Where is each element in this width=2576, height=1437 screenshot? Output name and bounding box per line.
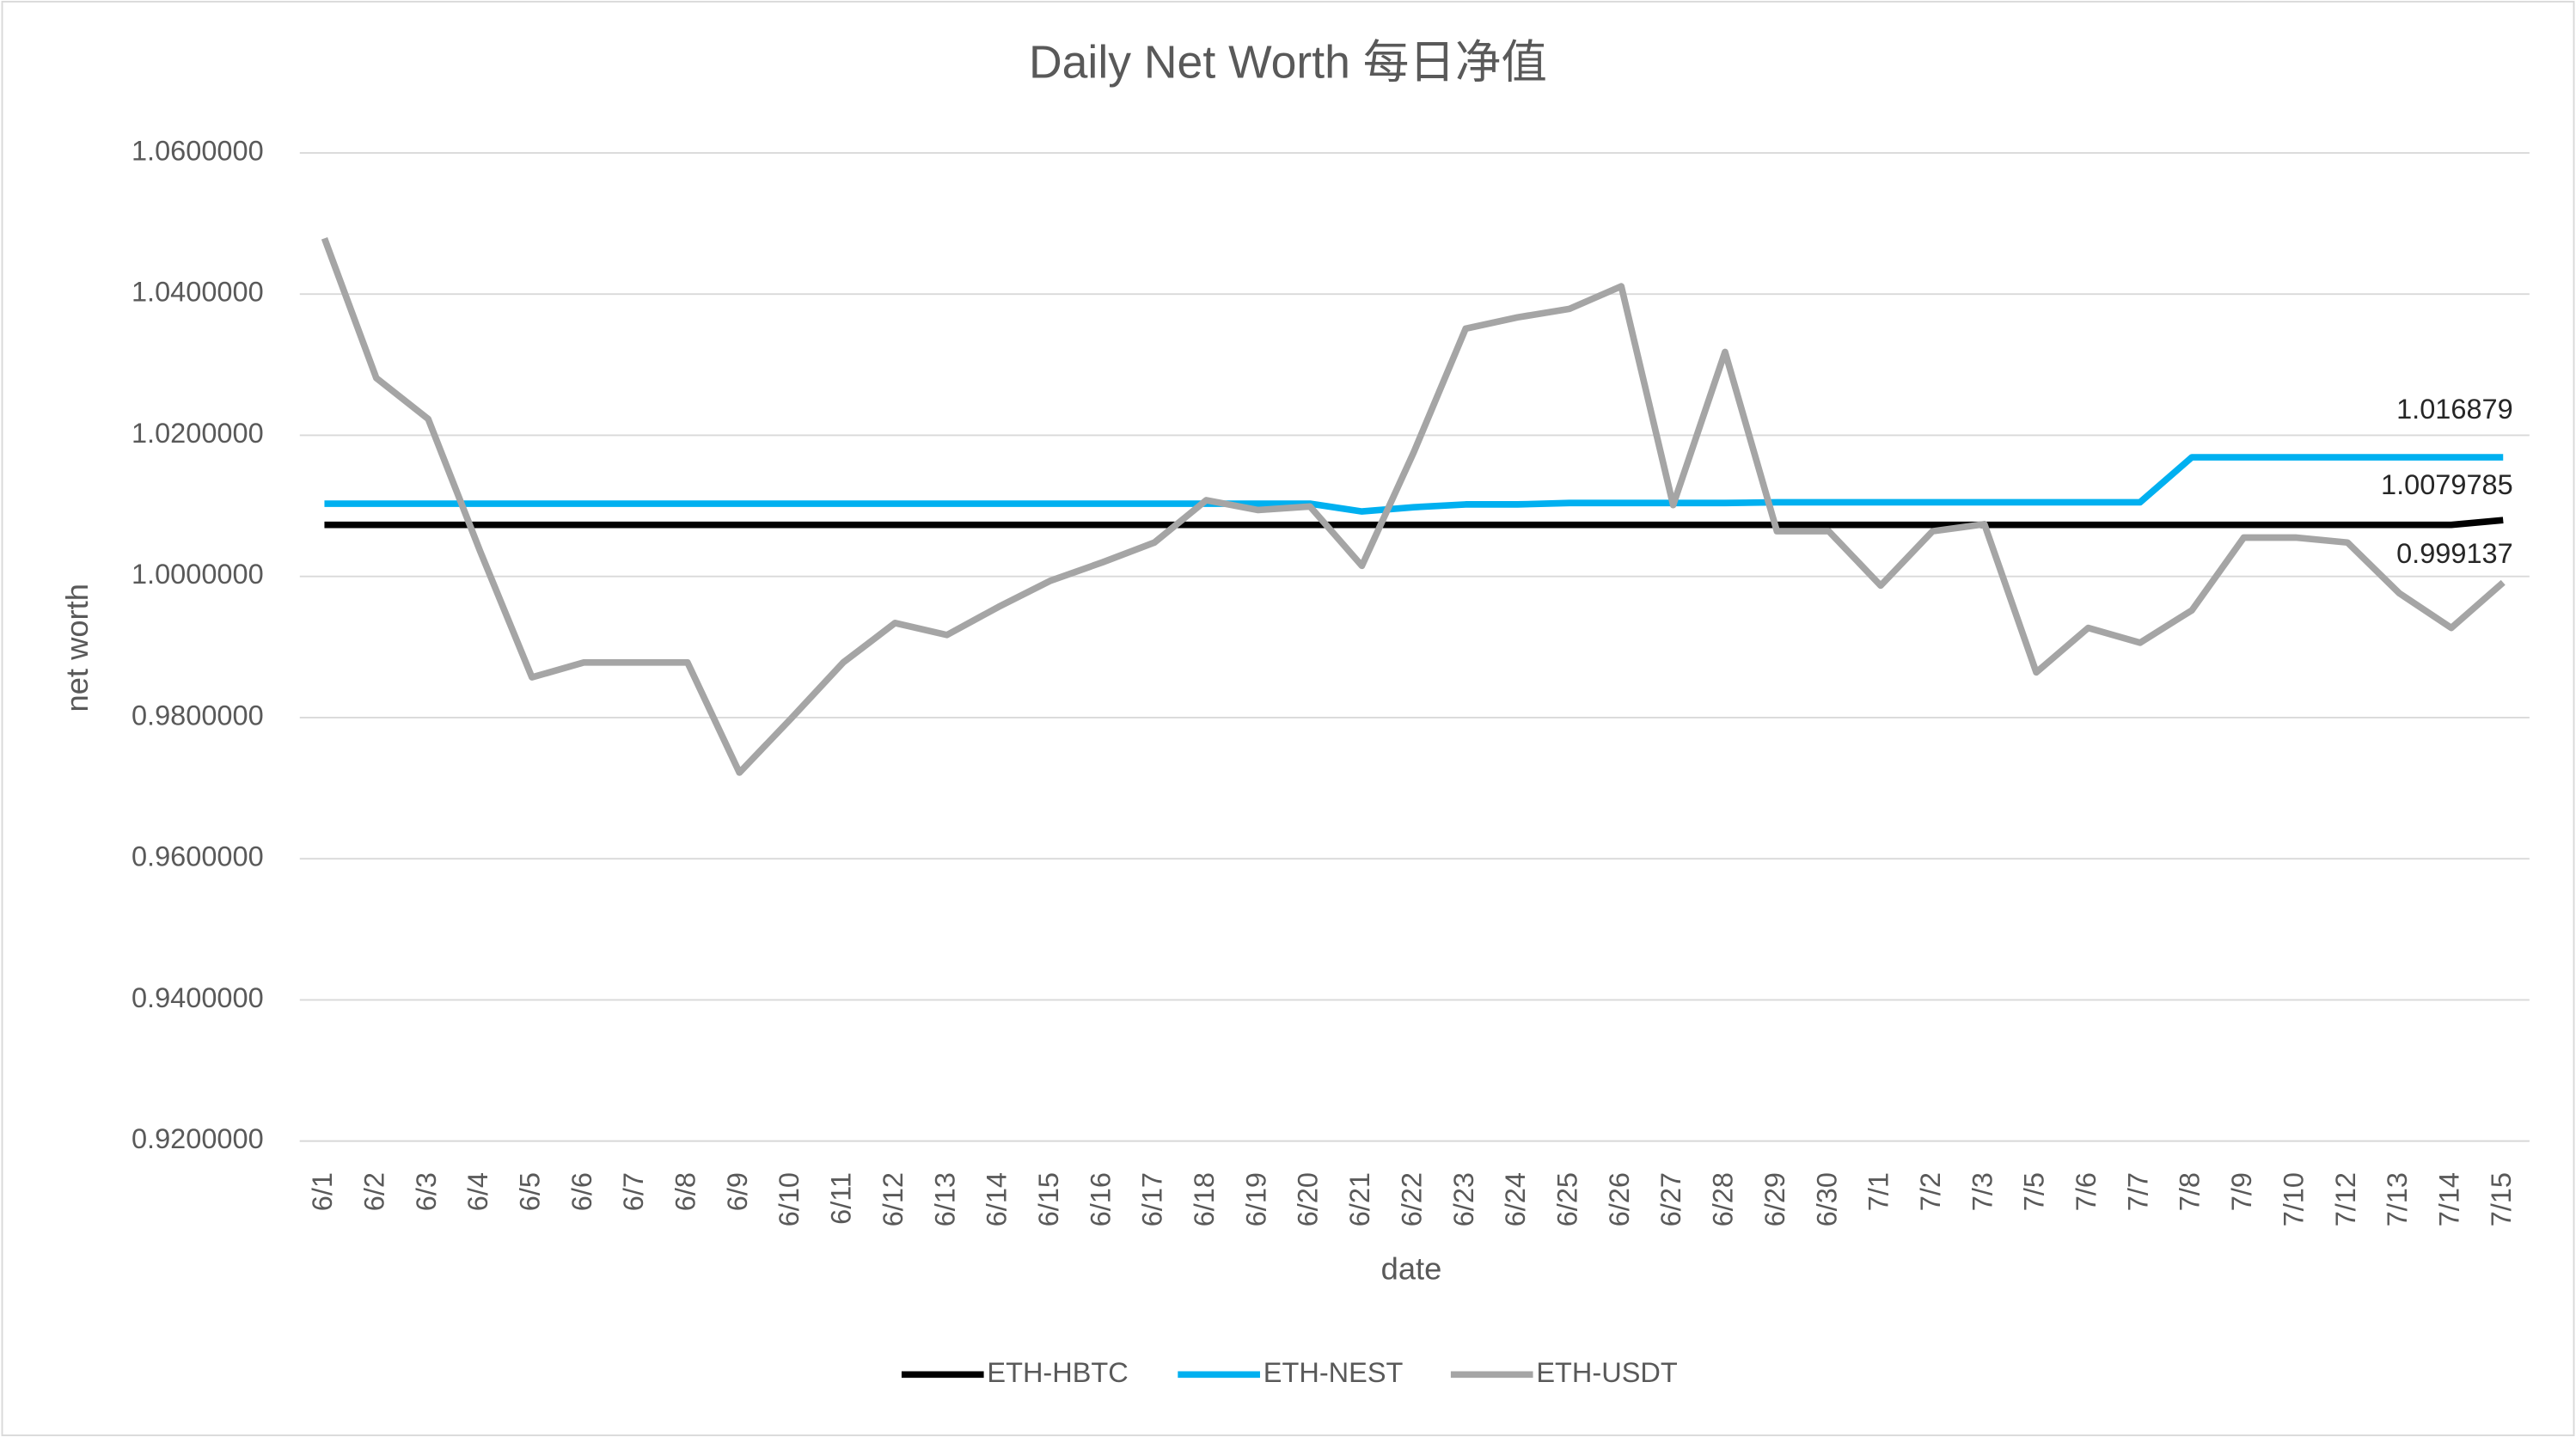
- legend-item: ETH-HBTC: [901, 1357, 1129, 1388]
- x-tick-label: 6/6: [566, 1172, 597, 1211]
- y-tick-label: 1.0200000: [132, 418, 264, 449]
- x-tick-label: 7/14: [2433, 1172, 2464, 1226]
- x-tick-label: 7/6: [2071, 1172, 2102, 1211]
- x-tick-label: 6/19: [1240, 1172, 1271, 1226]
- x-tick-label: 6/8: [670, 1172, 701, 1211]
- chart-title: Daily Net Worth 每日净值: [1029, 38, 1547, 89]
- y-tick-label: 0.9600000: [132, 841, 264, 872]
- x-tick-label: 6/2: [358, 1172, 389, 1211]
- x-tick-label: 6/28: [1708, 1172, 1739, 1226]
- y-tick-label: 0.9200000: [132, 1123, 264, 1154]
- series-line: [321, 236, 2506, 776]
- x-tick-label: 6/11: [826, 1172, 857, 1225]
- x-tick-label: 6/14: [982, 1172, 1013, 1226]
- x-tick-label: 6/30: [1811, 1172, 1842, 1226]
- x-tick-label: 6/27: [1655, 1172, 1686, 1226]
- x-tick-label: 7/8: [2175, 1172, 2206, 1211]
- x-tick-label: 7/2: [1915, 1172, 1946, 1211]
- y-tick-label: 0.9800000: [132, 700, 264, 731]
- x-tick-label: 6/9: [722, 1172, 753, 1211]
- y-tick-label: 0.9400000: [132, 982, 264, 1013]
- x-tick-label: 6/13: [929, 1172, 960, 1226]
- x-tick-label: 6/21: [1344, 1172, 1375, 1226]
- x-tick-label: 7/9: [2226, 1172, 2257, 1211]
- x-tick-label: 6/4: [462, 1172, 493, 1211]
- legend-label: ETH-HBTC: [987, 1357, 1128, 1388]
- y-axis-label: net worth: [59, 584, 95, 712]
- legend-item: ETH-USDT: [1450, 1357, 1678, 1388]
- y-tick-label: 1.0400000: [132, 277, 264, 308]
- x-tick-label: 6/20: [1293, 1172, 1324, 1226]
- x-tick-label: 6/18: [1189, 1172, 1220, 1226]
- x-tick-label: 7/13: [2382, 1172, 2413, 1226]
- x-tick-label: 6/26: [1604, 1172, 1635, 1226]
- x-tick-label: 6/5: [514, 1172, 545, 1211]
- series-line: [324, 454, 2504, 515]
- series-line: [324, 517, 2504, 529]
- x-tick-label: 7/3: [1967, 1172, 1998, 1211]
- data-label: 1.0079785: [2381, 469, 2513, 500]
- data-label: 1.016879: [2396, 394, 2513, 425]
- x-tick-label: 6/16: [1085, 1172, 1116, 1226]
- x-tick-label: 6/7: [618, 1172, 649, 1211]
- x-tick-label: 6/10: [774, 1172, 805, 1226]
- x-tick-label: 6/22: [1396, 1172, 1427, 1226]
- x-tick-label: 7/12: [2330, 1172, 2361, 1226]
- legend-label: ETH-USDT: [1536, 1357, 1678, 1388]
- x-tick-label: 6/12: [878, 1172, 909, 1226]
- legend-label: ETH-NEST: [1264, 1357, 1404, 1388]
- y-tick-label: 1.0600000: [132, 136, 264, 167]
- x-tick-label: 7/10: [2278, 1172, 2309, 1226]
- legend-item: ETH-NEST: [1178, 1357, 1404, 1388]
- x-tick-label: 7/1: [1863, 1172, 1894, 1211]
- x-tick-label: 6/15: [1033, 1172, 1064, 1226]
- x-tick-label: 6/29: [1759, 1172, 1790, 1226]
- x-tick-label: 6/23: [1448, 1172, 1479, 1226]
- x-tick-label: 7/15: [2486, 1172, 2517, 1226]
- x-tick-label: 6/17: [1137, 1172, 1168, 1226]
- data-label: 0.999137: [2396, 538, 2513, 569]
- x-tick-label: 6/3: [411, 1172, 442, 1211]
- y-tick-label: 1.0000000: [132, 559, 264, 590]
- x-axis-label: date: [1381, 1250, 1442, 1286]
- x-tick-label: 7/7: [2122, 1172, 2153, 1211]
- x-tick-label: 7/5: [2019, 1172, 2050, 1211]
- x-tick-label: 6/24: [1500, 1172, 1531, 1226]
- x-tick-label: 6/1: [307, 1172, 338, 1211]
- x-tick-label: 6/25: [1551, 1172, 1582, 1226]
